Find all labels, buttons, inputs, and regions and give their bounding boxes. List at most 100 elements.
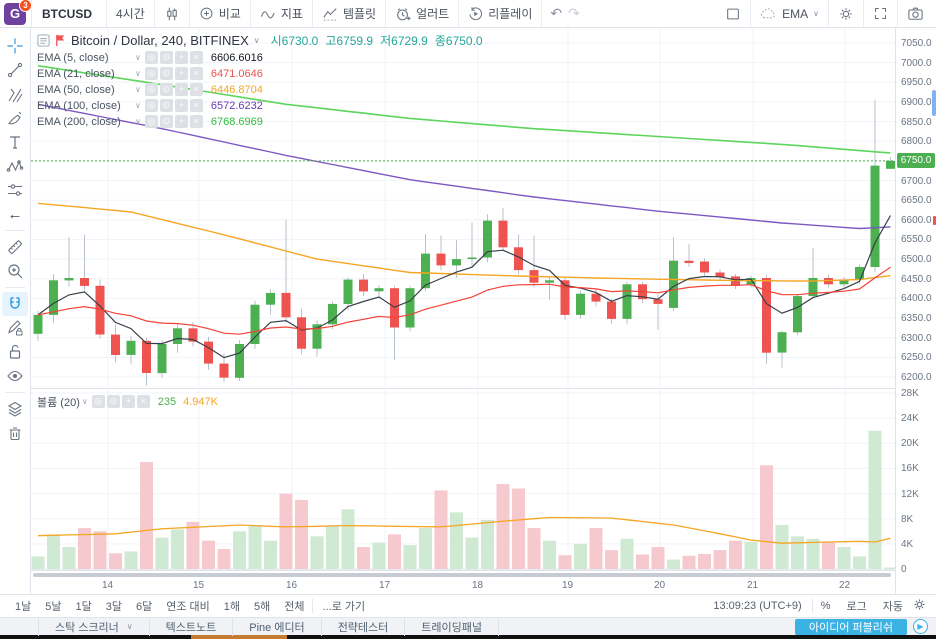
clock[interactable]: 13:09:23 (UTC+9) xyxy=(713,600,802,612)
divider xyxy=(153,0,155,27)
price-tick: 6850.0 xyxy=(901,117,932,128)
interval-button[interactable]: 4시간 xyxy=(116,7,145,21)
study-settings-button[interactable]: ⊙ xyxy=(106,395,120,408)
add-study-button[interactable]: + xyxy=(174,115,188,128)
legend-menu-icon[interactable] xyxy=(37,34,50,47)
hide-study-button[interactable]: ◎ xyxy=(144,83,158,96)
flag-icon[interactable] xyxy=(55,34,66,47)
symbol-title[interactable]: Bitcoin / Dollar, 240, BITFINEX xyxy=(71,33,249,48)
settings-button[interactable] xyxy=(829,0,863,27)
goto-date-button[interactable]: ...로 가기 xyxy=(322,601,366,613)
remove-study-button[interactable]: × xyxy=(189,115,203,128)
redo-button[interactable]: ↷ xyxy=(568,5,580,21)
publish-idea-button[interactable]: 아이디어 퍼블리쉬 xyxy=(794,618,907,635)
price-tick: 6200.0 xyxy=(901,372,932,383)
study-label[interactable]: EMA (21, close) xyxy=(37,67,115,80)
symbol-input[interactable]: BTCUSD xyxy=(42,6,92,21)
cloud-icon xyxy=(761,8,775,19)
alerts-button[interactable]: 얼러트 xyxy=(386,0,458,27)
add-study-button[interactable]: + xyxy=(174,67,188,80)
log-scale-button[interactable]: 로그 xyxy=(846,601,867,613)
trend-line-tool[interactable] xyxy=(2,58,28,82)
volume-pane[interactable] xyxy=(31,389,895,570)
range-button[interactable]: 5날 xyxy=(45,601,62,613)
percent-scale-button[interactable]: % xyxy=(820,600,831,612)
hide-study-button[interactable]: ◎ xyxy=(144,99,158,112)
volume-study-label[interactable]: 볼륨 (20) xyxy=(37,396,80,409)
remove-study-button[interactable]: × xyxy=(189,51,203,64)
scale-settings-button[interactable] xyxy=(911,598,936,614)
layout-button[interactable] xyxy=(716,0,750,27)
study-template-dropdown[interactable]: EMA ∨ xyxy=(751,0,828,27)
crosshair-tool[interactable] xyxy=(2,34,28,58)
divider xyxy=(311,0,313,27)
chevron-down-icon[interactable]: ∨ xyxy=(253,36,260,45)
study-settings-button[interactable]: ⊙ xyxy=(159,115,173,128)
undo-button[interactable]: ↶ xyxy=(550,5,563,21)
remove-study-button[interactable]: × xyxy=(189,99,203,112)
bottom-tab[interactable]: 스탁 스크리너 ∨ xyxy=(38,617,150,636)
xabcd-pattern-tool[interactable] xyxy=(2,154,28,178)
study-settings-button[interactable]: ⊙ xyxy=(159,67,173,80)
indicators-button[interactable]: 지표 xyxy=(251,0,312,27)
hide-study-button[interactable]: ◎ xyxy=(144,115,158,128)
range-button[interactable]: 1날 xyxy=(15,601,32,613)
range-button[interactable]: 연조 대비 xyxy=(166,601,210,613)
magnet-tool[interactable] xyxy=(2,292,28,316)
auto-scale-button[interactable]: 자동 xyxy=(882,601,903,613)
fullscreen-button[interactable] xyxy=(864,0,897,27)
play-button[interactable]: ▶ xyxy=(913,619,928,634)
add-study-button[interactable]: + xyxy=(121,395,135,408)
range-button[interactable]: 6달 xyxy=(136,601,153,613)
time-scrollbar[interactable] xyxy=(33,573,891,577)
range-button[interactable]: 5해 xyxy=(254,601,271,613)
hide-study-button[interactable]: ◎ xyxy=(144,51,158,64)
bar-style-button[interactable] xyxy=(155,0,189,27)
arrow-tool[interactable]: ← xyxy=(2,202,28,226)
replay-button[interactable]: 리플레이 xyxy=(459,0,541,27)
pitchfork-tool[interactable] xyxy=(2,82,28,106)
bottom-tab[interactable]: 전략테스터 xyxy=(322,617,406,636)
object-tree-tool[interactable] xyxy=(2,397,28,421)
study-settings-button[interactable]: ⊙ xyxy=(159,99,173,112)
add-study-button[interactable]: + xyxy=(174,51,188,64)
bottom-tab[interactable]: Pine 에디터 xyxy=(233,617,322,636)
measure-tool[interactable] xyxy=(2,235,28,259)
lock-all-tool[interactable] xyxy=(2,340,28,364)
snapshot-button[interactable] xyxy=(898,0,936,27)
brush-tool[interactable] xyxy=(2,106,28,130)
compare-button[interactable]: 비교 xyxy=(190,0,250,27)
price-axis[interactable]: 7050.0 7000.0 6950.0 6900.0 6850.0 6800.0 6750… xyxy=(895,28,936,594)
hide-study-button[interactable]: ◎ xyxy=(91,395,105,408)
time-axis[interactable]: 14 15 16 17 18 19 20 21 22 xyxy=(31,570,895,594)
ohlc-values: 시6730.0 고6759.9 저6729.9 종6750.0 xyxy=(270,34,483,48)
bottom-tab[interactable]: 텍스트노트 xyxy=(150,617,234,636)
zoom-in-tool[interactable] xyxy=(2,259,28,283)
app-logo[interactable]: G 3 xyxy=(4,0,32,25)
study-label[interactable]: EMA (5, close) xyxy=(37,51,109,64)
range-button[interactable]: 1달 xyxy=(75,601,92,613)
study-settings-button[interactable]: ⊙ xyxy=(159,83,173,96)
hide-all-tool[interactable] xyxy=(2,364,28,388)
remove-all-tool[interactable] xyxy=(2,421,28,445)
remove-study-button[interactable]: × xyxy=(136,395,150,408)
drawing-mode-tool[interactable] xyxy=(2,316,28,340)
templates-button[interactable]: 템플릿 xyxy=(313,0,385,27)
range-button[interactable]: 전체 xyxy=(284,601,305,613)
study-settings-button[interactable]: ⊙ xyxy=(159,51,173,64)
study-label[interactable]: EMA (100, close) xyxy=(37,99,121,112)
bottom-tab[interactable]: 트레이딩패널 xyxy=(405,617,500,636)
study-label[interactable]: EMA (200, close) xyxy=(37,115,121,128)
forecast-tool[interactable] xyxy=(2,178,28,202)
text-tool[interactable] xyxy=(2,130,28,154)
study-label[interactable]: EMA (50, close) xyxy=(37,83,115,96)
compare-plus-icon xyxy=(200,7,213,20)
range-button[interactable]: 1해 xyxy=(223,601,241,613)
add-study-button[interactable]: + xyxy=(174,83,188,96)
hide-study-button[interactable]: ◎ xyxy=(144,67,158,80)
remove-study-button[interactable]: × xyxy=(189,67,203,80)
remove-study-button[interactable]: × xyxy=(189,83,203,96)
add-study-button[interactable]: + xyxy=(174,99,188,112)
range-button[interactable]: 3달 xyxy=(105,601,122,613)
price-tick: 7050.0 xyxy=(901,38,932,49)
